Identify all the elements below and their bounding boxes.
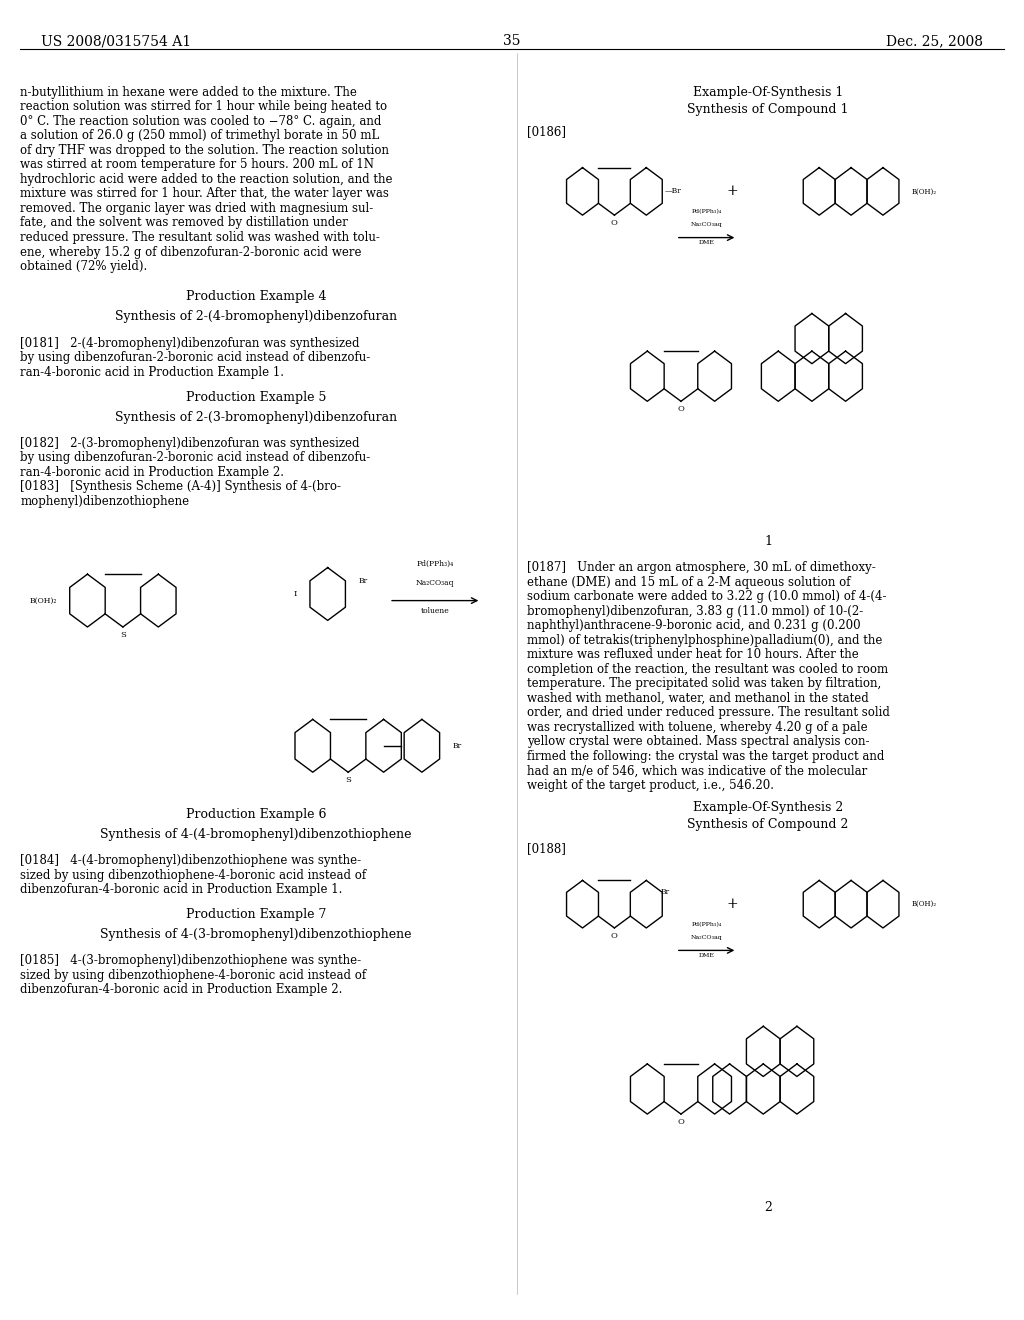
Text: naphthyl)anthracene-9-boronic acid, and 0.231 g (0.200: naphthyl)anthracene-9-boronic acid, and … [527,619,861,632]
Text: Br: Br [662,888,670,896]
Text: US 2008/0315754 A1: US 2008/0315754 A1 [41,34,191,49]
Text: DME: DME [698,953,715,958]
Text: ethane (DME) and 15 mL of a 2-M aqueous solution of: ethane (DME) and 15 mL of a 2-M aqueous … [527,576,851,589]
Text: ene, whereby 15.2 g of dibenzofuran-2-boronic acid were: ene, whereby 15.2 g of dibenzofuran-2-bo… [20,246,361,259]
Text: dibenzofuran-4-boronic acid in Production Example 2.: dibenzofuran-4-boronic acid in Productio… [20,983,343,997]
Text: weight of the target product, i.e., 546.20.: weight of the target product, i.e., 546.… [527,779,774,792]
Text: 2: 2 [764,1201,772,1214]
Text: O: O [678,1118,684,1126]
Text: Dec. 25, 2008: Dec. 25, 2008 [886,34,983,49]
Text: Na₂CO₃aq: Na₂CO₃aq [690,222,723,227]
Text: Synthesis of Compound 1: Synthesis of Compound 1 [687,103,849,116]
Text: Production Example 5: Production Example 5 [185,391,327,404]
Text: Production Example 7: Production Example 7 [185,908,327,921]
Text: +: + [726,185,738,198]
Text: O: O [678,405,684,413]
Text: O: O [611,932,617,940]
Text: S: S [120,631,126,639]
Text: Br: Br [358,577,368,585]
Text: mophenyl)dibenzothiophene: mophenyl)dibenzothiophene [20,495,189,508]
Text: temperature. The precipitated solid was taken by filtration,: temperature. The precipitated solid was … [527,677,882,690]
Text: was recrystallized with toluene, whereby 4.20 g of a pale: was recrystallized with toluene, whereby… [527,721,868,734]
Text: ran-4-boronic acid in Production Example 1.: ran-4-boronic acid in Production Example… [20,366,285,379]
Text: Production Example 4: Production Example 4 [185,290,327,304]
Text: [0181]   2-(4-bromophenyl)dibenzofuran was synthesized: [0181] 2-(4-bromophenyl)dibenzofuran was… [20,337,360,350]
Text: [0185]   4-(3-bromophenyl)dibenzothiophene was synthe-: [0185] 4-(3-bromophenyl)dibenzothiophene… [20,954,361,968]
Text: toluene: toluene [421,607,450,615]
Text: Example-Of-Synthesis 2: Example-Of-Synthesis 2 [693,801,843,814]
Text: firmed the following: the crystal was the target product and: firmed the following: the crystal was th… [527,750,885,763]
Text: Pd(PPh₃)₄: Pd(PPh₃)₄ [691,209,722,214]
Text: washed with methanol, water, and methanol in the stated: washed with methanol, water, and methano… [527,692,869,705]
Text: fate, and the solvent was removed by distillation under: fate, and the solvent was removed by dis… [20,216,348,230]
Text: Synthesis of 2-(3-bromophenyl)dibenzofuran: Synthesis of 2-(3-bromophenyl)dibenzofur… [115,411,397,424]
Text: +: + [726,898,738,911]
Text: removed. The organic layer was dried with magnesium sul-: removed. The organic layer was dried wit… [20,202,374,215]
Text: obtained (72% yield).: obtained (72% yield). [20,260,147,273]
Text: Br: Br [453,742,462,750]
Text: by using dibenzofuran-2-boronic acid instead of dibenzofu-: by using dibenzofuran-2-boronic acid ins… [20,351,371,364]
Text: was stirred at room temperature for 5 hours. 200 mL of 1N: was stirred at room temperature for 5 ho… [20,158,375,172]
Text: —Br: —Br [665,187,681,195]
Text: [0186]: [0186] [527,125,566,139]
Text: mmol) of tetrakis(triphenylphosphine)palladium(0), and the: mmol) of tetrakis(triphenylphosphine)pal… [527,634,883,647]
Text: [0182]   2-(3-bromophenyl)dibenzofuran was synthesized: [0182] 2-(3-bromophenyl)dibenzofuran was… [20,437,360,450]
Text: [0183]   [Synthesis Scheme (A-4)] Synthesis of 4-(bro-: [0183] [Synthesis Scheme (A-4)] Synthesi… [20,480,341,494]
Text: a solution of 26.0 g (250 mmol) of trimethyl borate in 50 mL: a solution of 26.0 g (250 mmol) of trime… [20,129,380,143]
Text: [0184]   4-(4-bromophenyl)dibenzothiophene was synthe-: [0184] 4-(4-bromophenyl)dibenzothiophene… [20,854,361,867]
Text: 1: 1 [764,535,772,548]
Text: yellow crystal were obtained. Mass spectral analysis con-: yellow crystal were obtained. Mass spect… [527,735,869,748]
Text: dibenzofuran-4-boronic acid in Production Example 1.: dibenzofuran-4-boronic acid in Productio… [20,883,343,896]
Text: order, and dried under reduced pressure. The resultant solid: order, and dried under reduced pressure.… [527,706,890,719]
Text: Synthesis of 2-(4-bromophenyl)dibenzofuran: Synthesis of 2-(4-bromophenyl)dibenzofur… [115,310,397,323]
Text: had an m/e of 546, which was indicative of the molecular: had an m/e of 546, which was indicative … [527,764,867,777]
Text: 0° C. The reaction solution was cooled to −78° C. again, and: 0° C. The reaction solution was cooled t… [20,115,382,128]
Text: O: O [611,219,617,227]
Text: completion of the reaction, the resultant was cooled to room: completion of the reaction, the resultan… [527,663,889,676]
Text: sized by using dibenzothiophene-4-boronic acid instead of: sized by using dibenzothiophene-4-boroni… [20,969,367,982]
Text: hydrochloric acid were added to the reaction solution, and the: hydrochloric acid were added to the reac… [20,173,393,186]
Text: sized by using dibenzothiophene-4-boronic acid instead of: sized by using dibenzothiophene-4-boroni… [20,869,367,882]
Text: Na₂CO₃aq: Na₂CO₃aq [416,579,455,587]
Text: bromophenyl)dibenzofuran, 3.83 g (11.0 mmol) of 10-(2-: bromophenyl)dibenzofuran, 3.83 g (11.0 m… [527,605,863,618]
Text: by using dibenzofuran-2-boronic acid instead of dibenzofu-: by using dibenzofuran-2-boronic acid ins… [20,451,371,465]
Text: Example-Of-Synthesis 1: Example-Of-Synthesis 1 [693,86,843,99]
Text: [0187]   Under an argon atmosphere, 30 mL of dimethoxy-: [0187] Under an argon atmosphere, 30 mL … [527,561,877,574]
Text: Synthesis of 4-(4-bromophenyl)dibenzothiophene: Synthesis of 4-(4-bromophenyl)dibenzothi… [100,828,412,841]
Text: n-butyllithium in hexane were added to the mixture. The: n-butyllithium in hexane were added to t… [20,86,357,99]
Text: mixture was refluxed under heat for 10 hours. After the: mixture was refluxed under heat for 10 h… [527,648,859,661]
Text: Synthesis of 4-(3-bromophenyl)dibenzothiophene: Synthesis of 4-(3-bromophenyl)dibenzothi… [100,928,412,941]
Text: sodium carbonate were added to 3.22 g (10.0 mmol) of 4-(4-: sodium carbonate were added to 3.22 g (1… [527,590,887,603]
Text: 35: 35 [503,34,521,49]
Text: B(OH)₂: B(OH)₂ [911,900,936,908]
Text: B(OH)₂: B(OH)₂ [911,187,936,195]
Text: ran-4-boronic acid in Production Example 2.: ran-4-boronic acid in Production Example… [20,466,285,479]
Text: Synthesis of Compound 2: Synthesis of Compound 2 [687,818,849,832]
Text: reaction solution was stirred for 1 hour while being heated to: reaction solution was stirred for 1 hour… [20,100,388,114]
Text: mixture was stirred for 1 hour. After that, the water layer was: mixture was stirred for 1 hour. After th… [20,187,389,201]
Text: S: S [345,776,351,784]
Text: DME: DME [698,240,715,246]
Text: B(OH)₂: B(OH)₂ [30,597,57,605]
Text: I: I [294,590,297,598]
Text: Na₂CO₃aq: Na₂CO₃aq [690,935,723,940]
Text: reduced pressure. The resultant solid was washed with tolu-: reduced pressure. The resultant solid wa… [20,231,380,244]
Text: Production Example 6: Production Example 6 [185,808,327,821]
Text: [0188]: [0188] [527,842,566,855]
Text: Pd(PPh₃)₄: Pd(PPh₃)₄ [417,560,454,568]
Text: Pd(PPh₃)₄: Pd(PPh₃)₄ [691,921,722,927]
Text: of dry THF was dropped to the solution. The reaction solution: of dry THF was dropped to the solution. … [20,144,389,157]
